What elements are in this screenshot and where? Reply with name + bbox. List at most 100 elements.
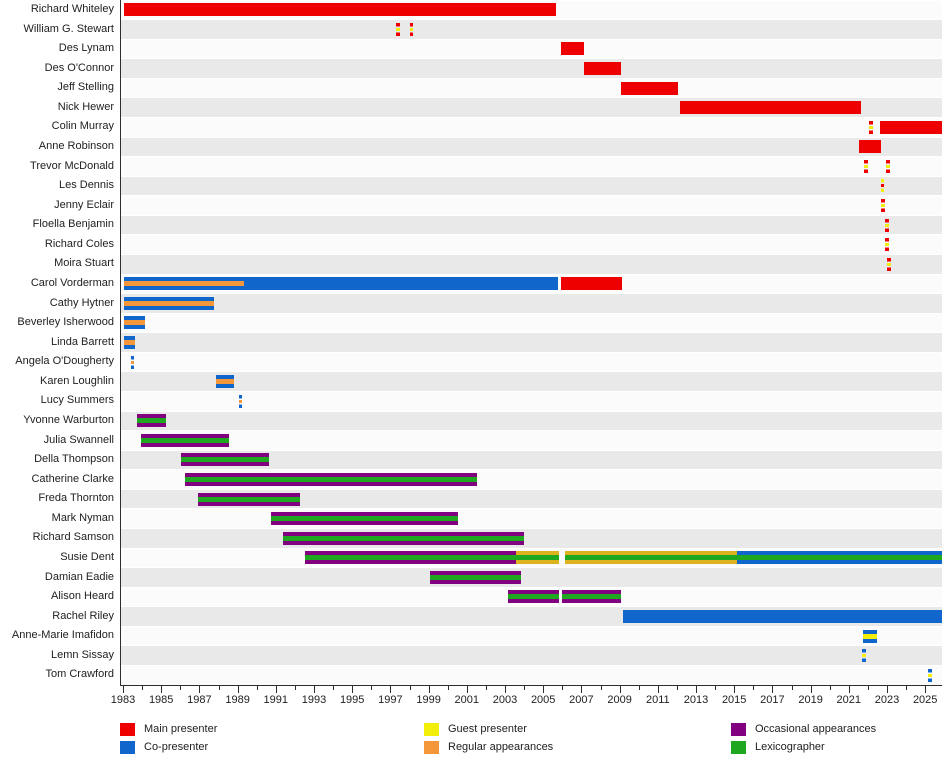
timeline-bar-regular: [124, 340, 136, 345]
minor-tick: [371, 686, 373, 690]
timeline-dash-mark-co-guest: [928, 668, 932, 682]
timeline-dash-mark-co-guest: [862, 649, 866, 663]
row-band: [121, 626, 942, 646]
timeline-bar-lexicographer: [198, 496, 300, 502]
minor-tick: [524, 686, 526, 690]
legend-column: Main presenter Co-presenter: [120, 722, 217, 758]
row-label: Beverley Isherwood: [17, 316, 114, 329]
timeline-bar-lexicographer: [562, 594, 621, 600]
legend-item-occasional: Occasional appearances: [731, 722, 876, 736]
row-band: [121, 235, 942, 254]
timeline-bar-regular: [215, 379, 234, 385]
minor-tick: [218, 686, 220, 690]
row-label: Anne-Marie Imafidon: [11, 629, 114, 642]
row-label: Della Thompson: [34, 453, 114, 466]
minor-tick: [180, 686, 182, 690]
row-label: Julia Swannell: [43, 433, 114, 446]
timeline-bar-main: [561, 277, 623, 291]
major-tick: [619, 686, 621, 693]
minor-tick: [142, 686, 144, 690]
row-label: Lucy Summers: [40, 394, 114, 407]
row-band: [121, 294, 942, 313]
row-band: [121, 313, 942, 333]
timeline-bar-lexicographer: [507, 594, 559, 600]
legend-swatch-lexicographer: [731, 740, 746, 754]
timeline-dash-mark-main-guest: [885, 238, 889, 252]
minor-tick: [676, 686, 678, 690]
minor-tick: [715, 686, 717, 690]
row-band: [121, 20, 942, 39]
major-tick: [734, 686, 736, 693]
row-label: Moira Stuart: [54, 257, 114, 270]
legend-item-regular: Regular appearances: [424, 740, 553, 754]
timeline-dash-mark-co-regular: [238, 394, 243, 408]
timeline-dash-mark-main-guest: [885, 218, 889, 232]
major-tick: [237, 686, 239, 693]
row-label: Richard Samson: [32, 531, 114, 544]
timeline-bar-lexicographer: [565, 555, 738, 561]
tick-label: 1993: [301, 694, 327, 706]
minor-tick: [409, 686, 411, 690]
row-label: Richard Whiteley: [30, 3, 114, 15]
row-label: Lemn Sissay: [51, 648, 114, 661]
row-band: [121, 352, 942, 372]
row-band: [121, 391, 942, 411]
legend-swatch-co: [120, 740, 135, 754]
tick-label: 2019: [798, 694, 823, 706]
timeline-dash-mark-guest-main: [880, 179, 885, 193]
row-band: [121, 431, 942, 450]
row-label: Damian Eadie: [44, 570, 114, 583]
minor-tick: [562, 686, 564, 690]
row-band: [121, 196, 942, 215]
major-tick: [887, 686, 888, 693]
row-band: [121, 568, 942, 587]
row-label: Alison Heard: [51, 590, 114, 603]
legend-item-main: Main presenter: [120, 722, 217, 736]
row-label: Anne Robinson: [38, 140, 114, 152]
minor-tick: [256, 686, 258, 690]
timeline-bar-lexicographer: [137, 418, 166, 424]
row-label: Linda Barrett: [51, 335, 114, 348]
tick-label: 1995: [339, 694, 365, 706]
row-band: [121, 157, 942, 176]
major-tick: [428, 686, 430, 693]
row-band: [121, 254, 942, 274]
minor-tick: [791, 686, 793, 690]
timeline-bar-co: [124, 277, 558, 291]
tick-label: 2005: [530, 694, 556, 706]
major-tick: [657, 686, 659, 693]
row-label: Catherine Clarke: [31, 472, 114, 485]
timeline-bar-lexicographer: [271, 516, 459, 522]
legend-swatch-occasional: [731, 722, 746, 736]
timeline-dash-mark-main-guest: [881, 199, 885, 212]
legend-item-guest: Guest presenter: [424, 722, 553, 736]
row-label: Mark Nyman: [51, 511, 114, 524]
timeline-dash-mark-main-guest: [864, 159, 868, 173]
row-band: [121, 78, 942, 98]
minor-tick: [333, 686, 335, 690]
row-label: Nick Hewer: [57, 100, 114, 113]
tick-label: 1985: [148, 694, 174, 706]
timeline-dash-mark-co-regular: [130, 355, 135, 369]
major-tick: [314, 686, 315, 693]
major-tick: [772, 686, 774, 693]
year-axis: 1983 1985 1987 1989 1991 1993 1995 1997 1999 2001…: [111, 686, 950, 712]
row-band: [121, 489, 942, 509]
row-label: Jeff Stelling: [57, 81, 114, 94]
legend: Main presenter Co-presenter Guest presente…: [0, 718, 950, 780]
tick-label: 2007: [569, 694, 594, 706]
timeline-bar-main: [124, 3, 556, 17]
row-band: [121, 176, 942, 196]
timeline-bar-lexicographer: [515, 555, 559, 561]
row-label: Des Lynam: [58, 42, 114, 55]
tick-label: 1999: [416, 694, 441, 706]
row-label: William G. Stewart: [23, 22, 114, 35]
row-label: Freda Thornton: [38, 492, 114, 505]
tick-label: 1983: [110, 694, 136, 706]
timeline-bar-lexicographer: [185, 477, 478, 482]
minor-tick: [867, 686, 869, 690]
minor-tick: [600, 686, 602, 690]
tick-label: 2023: [874, 694, 900, 706]
row-band: [121, 215, 942, 235]
